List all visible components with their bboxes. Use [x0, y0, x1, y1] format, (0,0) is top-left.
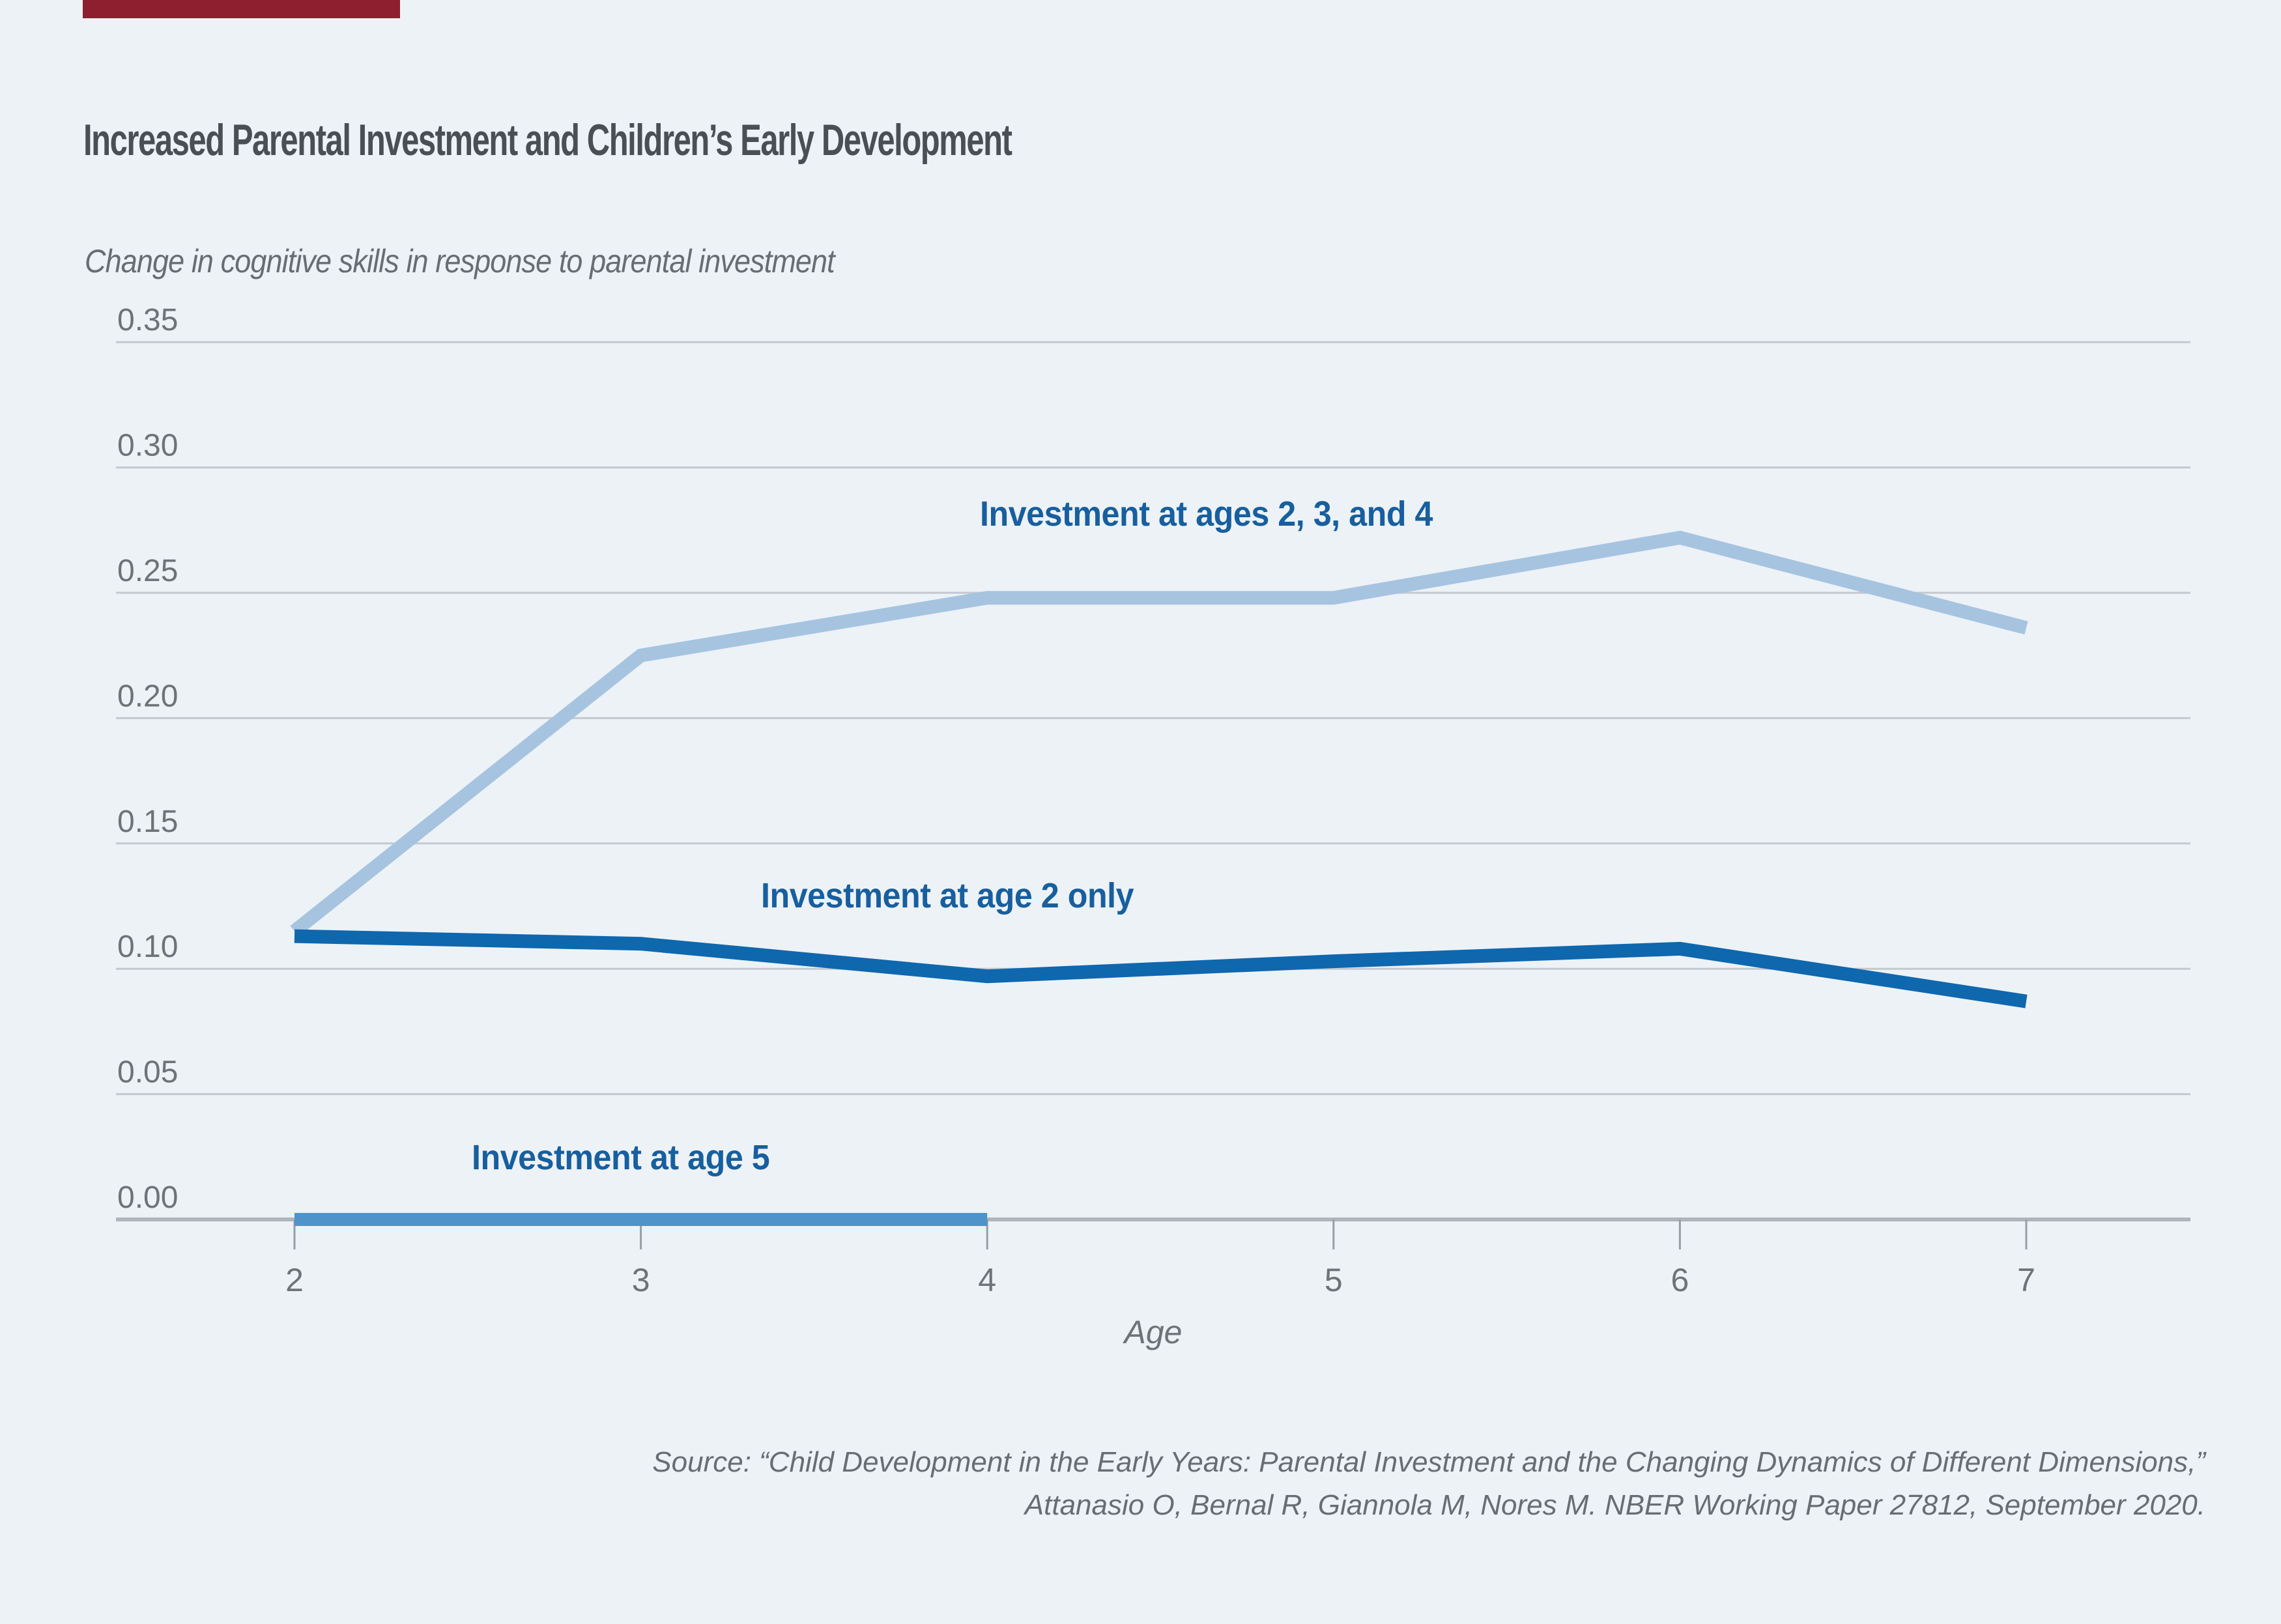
page-title: Increased Parental Investment and Childr…: [83, 115, 1012, 165]
x-tick-label: 5: [1325, 1262, 1343, 1298]
x-axis-title: Age: [1123, 1314, 1183, 1350]
y-tick-label: 0.35: [117, 303, 178, 337]
y-tick-label: 0.10: [117, 930, 178, 964]
source-line-2: Attanasio O, Bernal R, Giannola M, Nores…: [1024, 1489, 2205, 1521]
x-tick-label: 6: [1671, 1262, 1689, 1298]
x-tick-label: 4: [978, 1262, 996, 1298]
y-axis-description: Change in cognitive skills in response t…: [85, 243, 835, 279]
source-line-1: Source: “Child Development in the Early …: [652, 1446, 2205, 1478]
y-tick-label: 0.00: [117, 1180, 178, 1215]
source-citation: Source: “Child Development in the Early …: [652, 1441, 2205, 1527]
accent-bar: [83, 0, 400, 18]
series-line-investment-age-2-only: [294, 929, 2028, 1008]
y-tick-label: 0.15: [117, 805, 178, 839]
y-tick-label: 0.05: [117, 1055, 178, 1090]
series-line-investment-ages-2-3-4: [290, 530, 2028, 937]
x-tick-label: 7: [2017, 1262, 2035, 1298]
y-tick-label: 0.20: [117, 679, 178, 713]
series-label-investment-age-5: Investment at age 5: [472, 1138, 770, 1177]
x-tick-label: 3: [632, 1262, 650, 1298]
y-tick-label: 0.30: [117, 429, 178, 463]
y-tick-label: 0.25: [117, 554, 178, 588]
series-label-investment-age-2-only: Investment at age 2 only: [761, 876, 1134, 915]
series-label-investment-ages-2-3-4: Investment at ages 2, 3, and 4: [980, 494, 1433, 534]
x-tick-label: 2: [285, 1262, 304, 1298]
